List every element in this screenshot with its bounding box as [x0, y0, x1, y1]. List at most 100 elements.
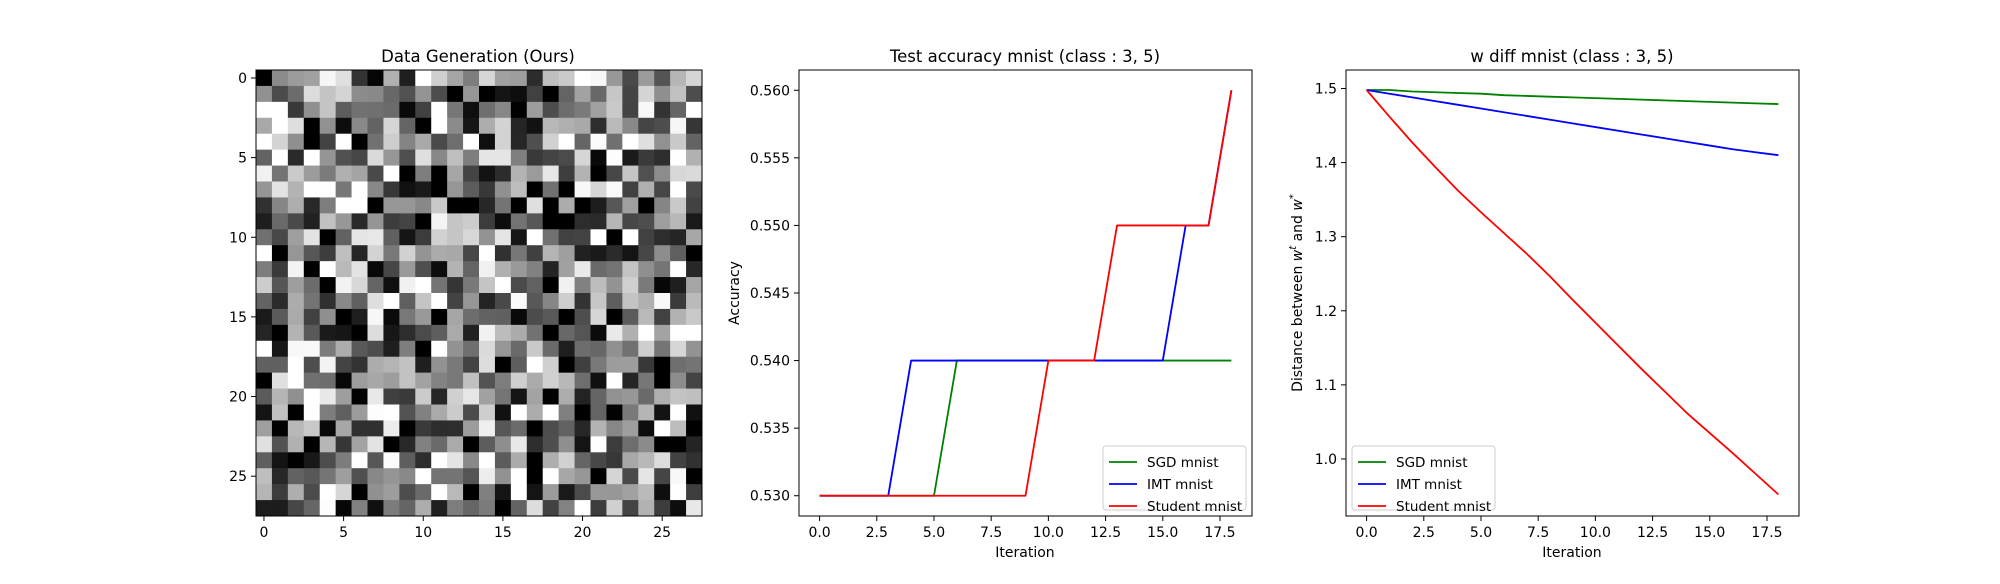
heatmap-cell: [383, 181, 400, 198]
heatmap-cell: [256, 70, 273, 87]
heatmap-cell: [606, 388, 623, 405]
heatmap-cell: [287, 388, 305, 405]
heatmap-cell: [686, 245, 703, 262]
heatmap-cell: [303, 340, 321, 358]
heatmap-cell: [287, 165, 305, 182]
heatmap-cell: [590, 133, 607, 151]
heatmap-cell: [399, 372, 416, 389]
heatmap-cell: [654, 229, 671, 246]
heatmap-cell: [654, 388, 671, 405]
heatmap-cell: [494, 165, 512, 182]
heatmap-cell: [415, 213, 432, 230]
heatmap-cell: [415, 388, 432, 405]
heatmap-cell: [256, 277, 273, 294]
heatmap-cell: [256, 308, 273, 326]
heatmap-cell: [271, 70, 289, 87]
heatmap-cell: [510, 500, 528, 517]
heatmap-cell: [399, 468, 416, 485]
heatmap-cell: [431, 197, 448, 214]
heatmap-cell: [335, 436, 352, 453]
heatmap-cell: [638, 500, 655, 517]
heatmap-cell: [367, 388, 384, 405]
heatmap-cell: [510, 404, 528, 421]
heatmap-cell: [622, 468, 639, 485]
legend-box: [1102, 445, 1247, 511]
heatmap-cell: [622, 165, 639, 182]
heatmap-cell: [271, 340, 289, 358]
heatmap-cell: [351, 261, 368, 278]
heatmap-cell: [351, 165, 368, 182]
heatmap-cell: [510, 420, 528, 437]
heatmap-cell: [447, 181, 464, 198]
heatmap-cell: [510, 165, 528, 182]
heatmap-cell: [415, 85, 432, 103]
heatmap-cell: [367, 404, 384, 421]
heatmap-cell: [510, 340, 528, 358]
heatmap-cell: [367, 436, 384, 453]
heatmap-cell: [670, 101, 687, 119]
heatmap-cell: [335, 388, 352, 405]
heatmap-cell: [335, 181, 352, 198]
heatmap-cell: [303, 197, 321, 214]
heatmap-cell: [351, 324, 368, 342]
heatmap-cell: [383, 420, 400, 437]
heatmap-cell: [510, 101, 528, 119]
heatmap-cell: [415, 277, 432, 294]
heatmap-cell: [319, 181, 337, 198]
heatmap-cell: [399, 484, 416, 501]
heatmap-cell: [415, 452, 432, 469]
heatmap-cell: [494, 277, 512, 294]
heatmap-cell: [654, 293, 671, 310]
heatmap-cell: [622, 213, 639, 230]
heatmap-cell: [670, 293, 687, 310]
heatmap-cell: [590, 181, 607, 198]
accuracy-legend: SGD mnist IMT mnist Student mnist: [1102, 445, 1247, 515]
heatmap-cell: [431, 420, 448, 437]
heatmap-cell: [670, 324, 687, 342]
heatmap-cell: [256, 500, 273, 517]
y-tick-label: 5: [238, 151, 247, 167]
heatmap-cell: [574, 245, 591, 262]
heatmap-cell: [431, 261, 448, 278]
heatmap-cell: [303, 468, 321, 485]
heatmap-cell: [670, 356, 687, 374]
heatmap-cell: [415, 101, 432, 119]
heatmap-cell: [542, 165, 560, 182]
heatmap-cell: [494, 340, 512, 358]
heatmap-cell: [319, 117, 337, 135]
heatmap-cell: [383, 293, 400, 310]
heatmap-cell: [526, 468, 544, 485]
heatmap-cell: [431, 468, 448, 485]
heatmap-cell: [271, 420, 289, 437]
heatmap-cell: [526, 165, 544, 182]
accuracy-panel: Test accuracy mnist (class : 3, 5) 0.0 2.…: [727, 47, 1253, 561]
heatmap-cell: [479, 133, 496, 151]
heatmap-cell: [542, 181, 560, 198]
heatmap-cell: [319, 452, 337, 469]
heatmap-cell: [351, 213, 368, 230]
heatmap-cell: [399, 340, 416, 358]
x-tick-label: 2.5: [866, 525, 888, 541]
heatmap-cell: [303, 85, 321, 103]
heatmap-cell: [463, 452, 480, 469]
heatmap-cell: [463, 165, 480, 182]
heatmap-cell: [654, 277, 671, 294]
heatmap-cell: [463, 229, 480, 246]
heatmap-cell: [558, 70, 575, 87]
heatmap-cell: [463, 356, 480, 374]
heatmap-cell: [479, 101, 496, 119]
heatmap-cell: [287, 308, 305, 326]
heatmap-cell: [670, 165, 687, 182]
heatmap-cell: [590, 308, 607, 326]
heatmap-cell: [510, 261, 528, 278]
heatmap-cell: [622, 420, 639, 437]
heatmap-cell: [494, 213, 512, 230]
accuracy-xlabel: Iteration: [995, 545, 1054, 561]
heatmap-cell: [654, 101, 671, 119]
heatmap-cell: [351, 340, 368, 358]
heatmap-cell: [590, 261, 607, 278]
heatmap-cell: [447, 261, 464, 278]
heatmap-cell: [494, 356, 512, 374]
heatmap-cell: [256, 436, 273, 453]
heatmap-cell: [319, 324, 337, 342]
